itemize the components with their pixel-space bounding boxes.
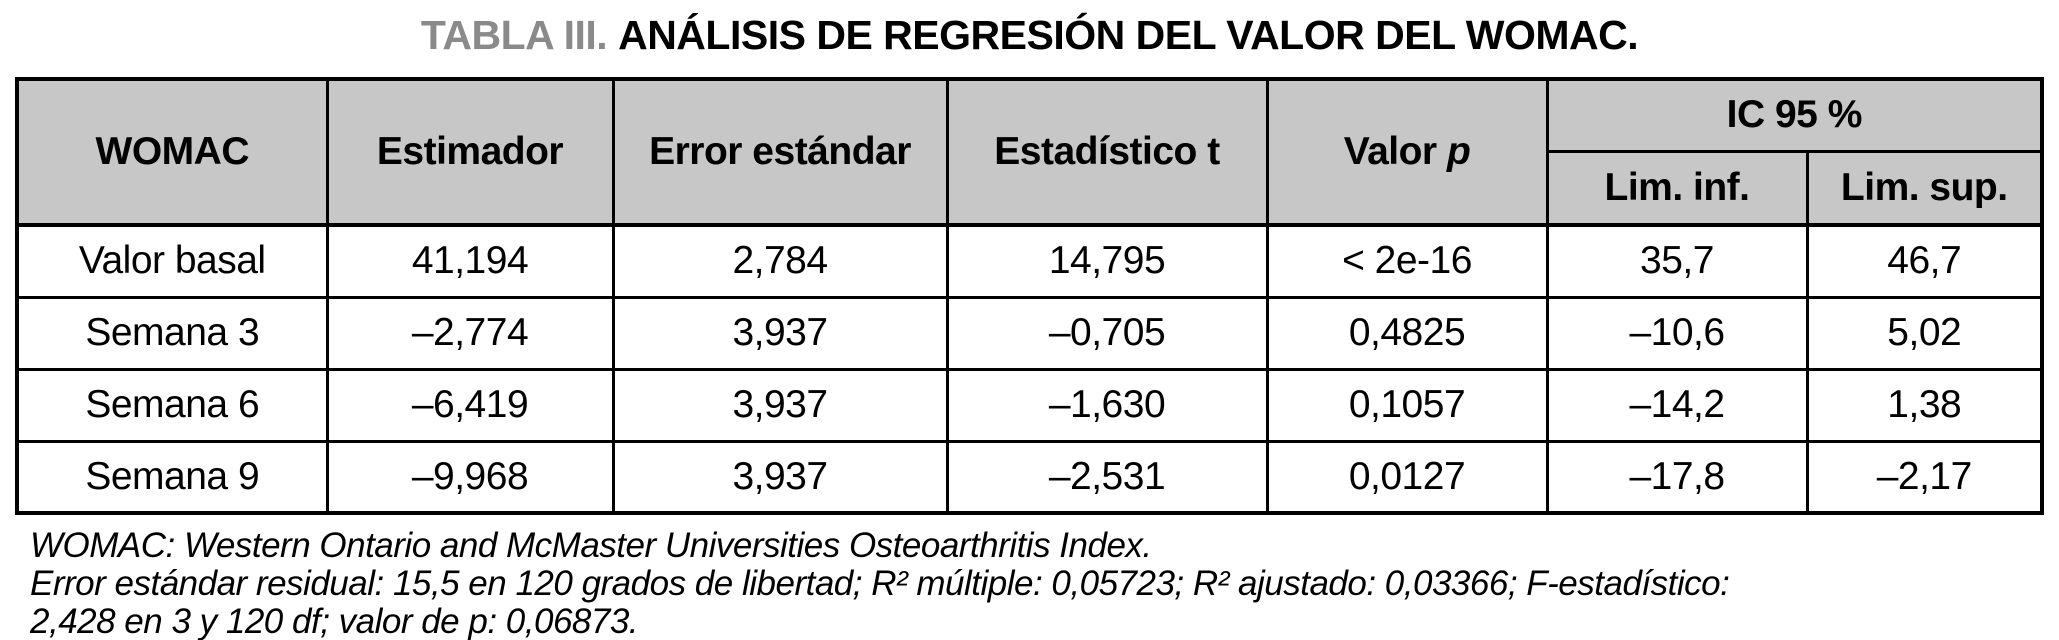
cell-lim-sup: 46,7 xyxy=(1805,223,2044,299)
cell-estimador: –6,419 xyxy=(325,367,615,443)
cell-row-label: Semana 6 xyxy=(15,367,329,443)
cell-error: 3,937 xyxy=(611,439,949,515)
cell-p: 0,0127 xyxy=(1265,439,1549,515)
cell-t: 14,795 xyxy=(945,223,1269,299)
table-row-semana-9: Semana 9 –9,968 3,937 –2,531 0,0127 –17,… xyxy=(15,439,2044,515)
header-error-estandar: Error estándar xyxy=(611,77,949,227)
header-valor-p-prefix: Valor xyxy=(1343,130,1437,173)
cell-row-label: Valor basal xyxy=(15,223,329,299)
footnote-model-stats-line-1: Error estándar residual: 15,5 en 120 gra… xyxy=(30,564,1730,603)
cell-estimador: –2,774 xyxy=(325,295,615,371)
table-number-label: TABLA III. xyxy=(420,12,608,58)
header-valor-p-symbol: p xyxy=(1446,130,1471,173)
footnote-model-stats-line-2: 2,428 en 3 y 120 df; valor de p: 0,06873… xyxy=(30,602,639,640)
cell-lim-inf: –17,8 xyxy=(1545,439,1809,515)
cell-lim-sup: –2,17 xyxy=(1805,439,2044,515)
table-header: WOMAC Estimador Error estándar Estadísti… xyxy=(15,77,2044,227)
header-ic-95: IC 95 % xyxy=(1545,77,2044,153)
cell-lim-sup: 1,38 xyxy=(1805,367,2044,443)
header-estadistico-t: Estadístico t xyxy=(945,77,1269,227)
cell-lim-inf: –10,6 xyxy=(1545,295,1809,371)
header-lim-inf: Lim. inf. xyxy=(1545,149,1809,227)
cell-p: < 2e-16 xyxy=(1265,223,1549,299)
footnote-womac-definition: WOMAC: Western Ontario and McMaster Univ… xyxy=(30,526,1152,565)
cell-p: 0,4825 xyxy=(1265,295,1549,371)
cell-estimador: 41,194 xyxy=(325,223,615,299)
cell-p: 0,1057 xyxy=(1265,367,1549,443)
header-lim-sup: Lim. sup. xyxy=(1805,149,2044,227)
cell-error: 2,784 xyxy=(611,223,949,299)
cell-error: 3,937 xyxy=(611,295,949,371)
table-footnotes: WOMAC: Western Ontario and McMaster Univ… xyxy=(30,527,2059,640)
table-body: Valor basal 41,194 2,784 14,795 < 2e-16 … xyxy=(15,223,2044,515)
cell-row-label: Semana 3 xyxy=(15,295,329,371)
cell-lim-inf: 35,7 xyxy=(1545,223,1809,299)
cell-row-label: Semana 9 xyxy=(15,439,329,515)
cell-estimador: –9,968 xyxy=(325,439,615,515)
table-title-text: ANÁLISIS DE REGRESIÓN DEL VALOR DEL WOMA… xyxy=(618,12,1639,58)
cell-t: –2,531 xyxy=(945,439,1269,515)
cell-lim-inf: –14,2 xyxy=(1545,367,1809,443)
header-estimador: Estimador xyxy=(325,77,615,227)
header-womac: WOMAC xyxy=(15,77,329,227)
table-row-valor-basal: Valor basal 41,194 2,784 14,795 < 2e-16 … xyxy=(15,223,2044,299)
cell-t: –0,705 xyxy=(945,295,1269,371)
regression-table: WOMAC Estimador Error estándar Estadísti… xyxy=(15,77,2045,515)
table-row-semana-6: Semana 6 –6,419 3,937 –1,630 0,1057 –14,… xyxy=(15,367,2044,443)
table-row-semana-3: Semana 3 –2,774 3,937 –0,705 0,4825 –10,… xyxy=(15,295,2044,371)
cell-error: 3,937 xyxy=(611,367,949,443)
page-title: TABLA III. ANÁLISIS DE REGRESIÓN DEL VAL… xyxy=(0,12,2059,59)
cell-t: –1,630 xyxy=(945,367,1269,443)
cell-lim-sup: 5,02 xyxy=(1805,295,2044,371)
header-valor-p: Valor p xyxy=(1265,77,1549,227)
